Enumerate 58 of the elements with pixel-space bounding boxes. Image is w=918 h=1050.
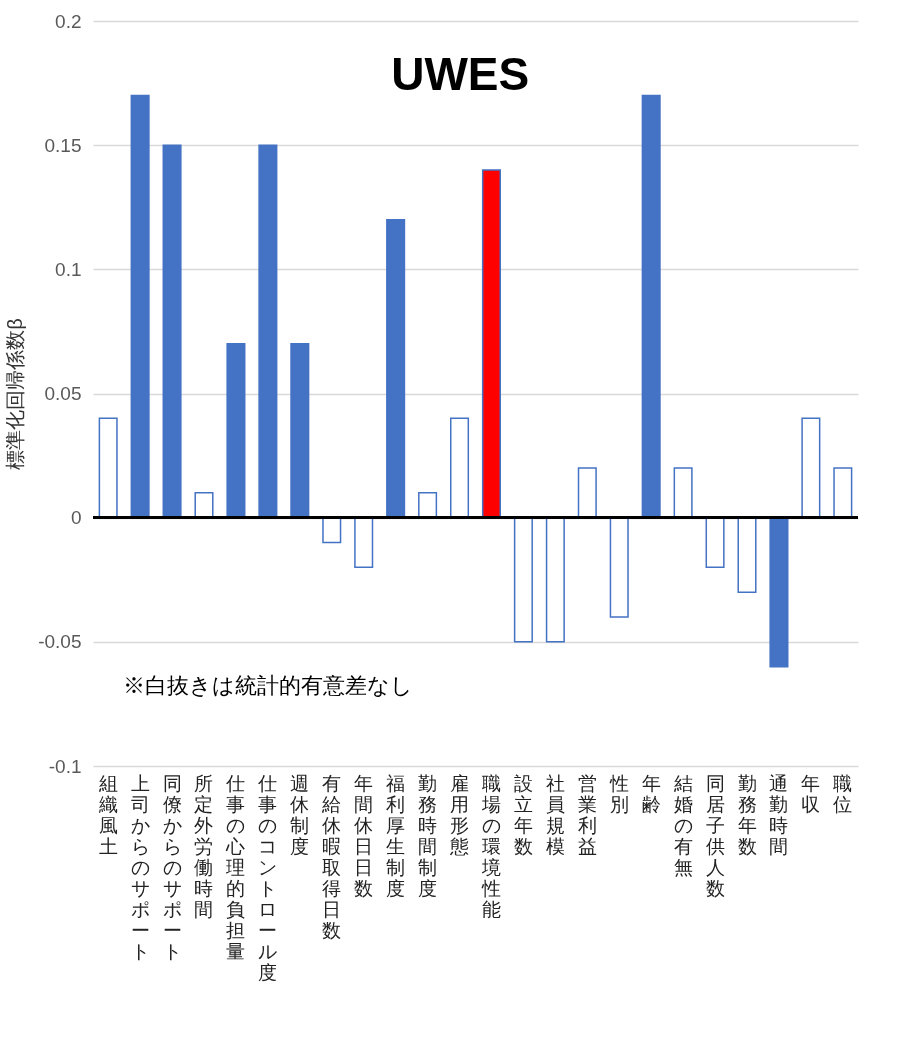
bar: [673, 467, 693, 519]
bar: [386, 218, 406, 519]
x-tick-label: 有給休暇取得日数: [321, 772, 342, 941]
x-tick-label: 所定外労働時間: [194, 772, 214, 920]
x-tick-label: 性別: [608, 772, 629, 815]
category-label: 上司からのサポート: [130, 772, 150, 962]
bar: [98, 417, 118, 519]
bar: [609, 516, 629, 618]
x-tick-label: 年間休日日数: [354, 772, 374, 899]
y-tick-label: -0.1: [48, 755, 82, 777]
x-tick-label: 社員規模: [545, 772, 565, 857]
x-tick-label: 年齢: [641, 772, 661, 815]
x-tick-label: 組織風土: [97, 772, 118, 857]
bar: [450, 417, 470, 519]
bar: [418, 492, 438, 519]
y-tick-label: 0.1: [55, 258, 82, 280]
category-label: 仕事の心理的負担量: [226, 772, 246, 962]
bar: [354, 516, 374, 569]
bar: [641, 94, 661, 519]
x-tick-label: 職位: [833, 772, 853, 815]
x-tick-label: 結婚の有無: [672, 772, 693, 878]
x-tick-label: 職場の環境性能: [480, 772, 501, 920]
x-tick-label: 年収: [801, 772, 821, 815]
text: UWES: [391, 48, 530, 100]
bar: [705, 516, 725, 569]
y-tick-label: -0.05: [38, 631, 82, 653]
bar: [290, 343, 310, 519]
y-axis-title: 標準化回帰係数β: [4, 318, 27, 470]
x-tick-label: 通勤時間: [769, 772, 789, 857]
bar: [833, 467, 853, 519]
x-tick-label: 営業利益: [577, 772, 597, 857]
bar: [226, 343, 246, 519]
x-tick-label: 福利厚生制度: [386, 772, 406, 899]
bar: [513, 516, 533, 643]
x-tick-label: 雇用形態: [449, 772, 470, 857]
y-tick-label: 0: [70, 507, 82, 529]
y-tick-label: 0.2: [55, 10, 82, 32]
bar: [322, 516, 342, 544]
y-tick-label: 0.15: [44, 134, 82, 156]
x-tick-label: 勤務年数: [737, 772, 757, 857]
x-tick-label: 設立年数: [513, 772, 533, 857]
annotation: ※白抜きは統計的有意差なし: [123, 673, 413, 699]
bar: [769, 516, 789, 668]
x-tick-label: 週休制度: [290, 772, 310, 857]
x-tick-label: 勤務時間制度: [418, 772, 438, 899]
y-tick-label: 0.05: [44, 383, 82, 404]
bar: [577, 467, 597, 519]
bar: [194, 492, 214, 519]
bar: [481, 169, 501, 519]
bar: [545, 516, 565, 643]
category-label: 同僚からのサポート: [162, 772, 182, 962]
category-label: 仕事のコントロール度: [258, 772, 278, 983]
bar: [162, 144, 182, 519]
x-tick-label: 同居子供人数: [705, 772, 725, 899]
bar: [801, 417, 821, 519]
bar: [258, 144, 278, 519]
bar: [737, 516, 757, 593]
bar: [130, 94, 150, 519]
